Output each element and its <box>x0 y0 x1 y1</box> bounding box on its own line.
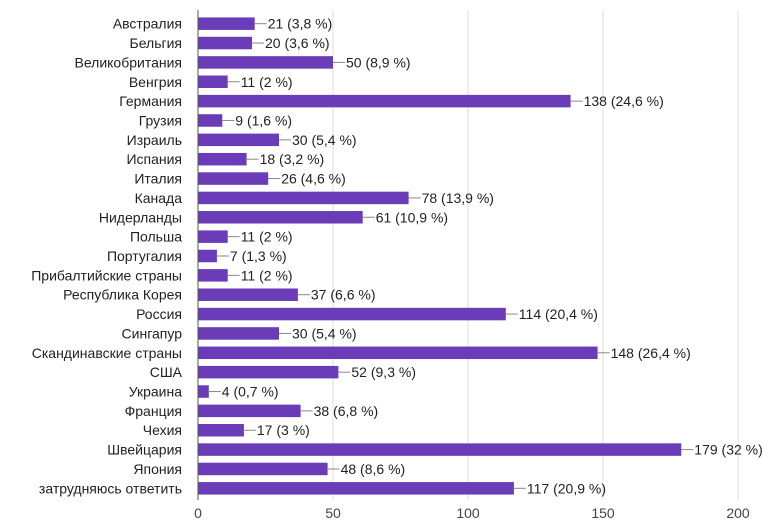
bar <box>198 17 255 30</box>
data-label: 179 (32 %) <box>694 442 762 458</box>
bar <box>198 56 333 69</box>
data-label: 117 (20,9 %) <box>527 480 606 496</box>
data-label: 9 (1,6 %) <box>235 112 292 128</box>
category-label: Португалия <box>107 248 182 264</box>
category-label: Республика Корея <box>63 287 182 303</box>
data-label: 148 (26,4 %) <box>611 345 691 361</box>
data-label: 37 (6,6 %) <box>311 287 376 303</box>
bar <box>198 75 228 89</box>
data-label: 11 (2 %) <box>241 267 293 283</box>
x-tick-label: 100 <box>456 505 480 521</box>
bar <box>198 230 228 243</box>
bar <box>198 36 252 50</box>
category-label: Австралия <box>113 16 182 32</box>
x-axis-ticks: 0 50 100 150 200 <box>194 505 750 521</box>
bar <box>198 404 301 418</box>
category-label: Швейцария <box>107 442 182 458</box>
category-label: Сингапур <box>122 325 183 341</box>
data-labels: 21 (3,8 %) 20 (3,6 %) 50 (8,9 %) 11 (2 %) 13… <box>222 16 763 497</box>
bar <box>198 191 409 205</box>
x-tick-label: 50 <box>325 505 341 521</box>
category-label: Италия <box>134 171 182 187</box>
data-label: 52 (9,3 %) <box>351 364 416 380</box>
category-label: Германия <box>119 93 182 109</box>
bar <box>198 385 209 398</box>
data-label: 18 (3,2 %) <box>260 151 325 167</box>
data-label: 11 (2 %) <box>241 229 293 245</box>
data-label: 114 (20,4 %) <box>519 306 598 322</box>
gridlines <box>332 10 739 500</box>
bars <box>198 17 682 495</box>
data-label: 78 (13,9 %) <box>422 190 494 206</box>
bar <box>198 133 279 147</box>
data-label: 17 (3 %) <box>257 422 310 438</box>
bar <box>198 462 328 476</box>
bar <box>198 288 298 301</box>
category-label: Япония <box>133 461 182 477</box>
category-label: Скандинавские страны <box>32 345 182 361</box>
category-label: Россия <box>136 306 182 322</box>
x-tick-label: 0 <box>194 505 202 521</box>
data-label: 20 (3,6 %) <box>265 35 330 51</box>
bar <box>198 482 514 495</box>
category-label: Прибалтийские страны <box>31 267 182 283</box>
bar <box>198 327 279 340</box>
data-label: 26 (4,6 %) <box>281 171 346 187</box>
category-label: Венгрия <box>129 74 182 90</box>
category-labels: Австралия Бельгия Великобритания Венгрия Гер… <box>31 16 182 497</box>
data-label: 7 (1,3 %) <box>230 248 287 264</box>
bar <box>198 211 363 224</box>
category-label: США <box>150 364 183 380</box>
bar <box>198 269 228 282</box>
data-label: 38 (6,8 %) <box>314 403 379 419</box>
category-label: Грузия <box>139 112 182 128</box>
x-tick-label: 150 <box>591 505 615 521</box>
data-label: 4 (0,7 %) <box>222 384 279 400</box>
category-label: Украина <box>129 384 183 400</box>
category-label: Нидерланды <box>99 209 182 225</box>
category-label: Великобритания <box>74 54 182 70</box>
data-label: 30 (5,4 %) <box>292 325 357 341</box>
bar <box>198 365 339 379</box>
data-label: 50 (8,9 %) <box>346 54 411 70</box>
category-label: Израиль <box>127 132 182 148</box>
category-label: Испания <box>126 151 182 167</box>
data-label: 61 (10,9 %) <box>376 209 448 225</box>
bar <box>198 423 244 437</box>
bar <box>198 94 571 108</box>
category-label: Франция <box>125 403 182 419</box>
data-label: 21 (3,8 %) <box>268 16 333 32</box>
data-label: 138 (24,6 %) <box>584 93 664 109</box>
category-label: Бельгия <box>130 35 182 51</box>
bar <box>198 307 506 321</box>
x-tick-label: 200 <box>726 505 750 521</box>
data-label: 48 (8,6 %) <box>341 461 406 477</box>
category-label: затрудняюсь ответить <box>39 480 182 496</box>
bar <box>198 443 682 456</box>
bar <box>198 172 269 185</box>
data-label-connectors <box>208 23 694 489</box>
category-label: Польша <box>130 229 182 245</box>
bar <box>198 114 223 127</box>
bar <box>198 346 598 360</box>
category-label: Канада <box>135 190 183 206</box>
bar <box>198 249 217 263</box>
bar <box>198 152 247 166</box>
category-label: Чехия <box>143 422 182 438</box>
data-label: 11 (2 %) <box>241 74 293 90</box>
data-label: 30 (5,4 %) <box>292 132 357 148</box>
